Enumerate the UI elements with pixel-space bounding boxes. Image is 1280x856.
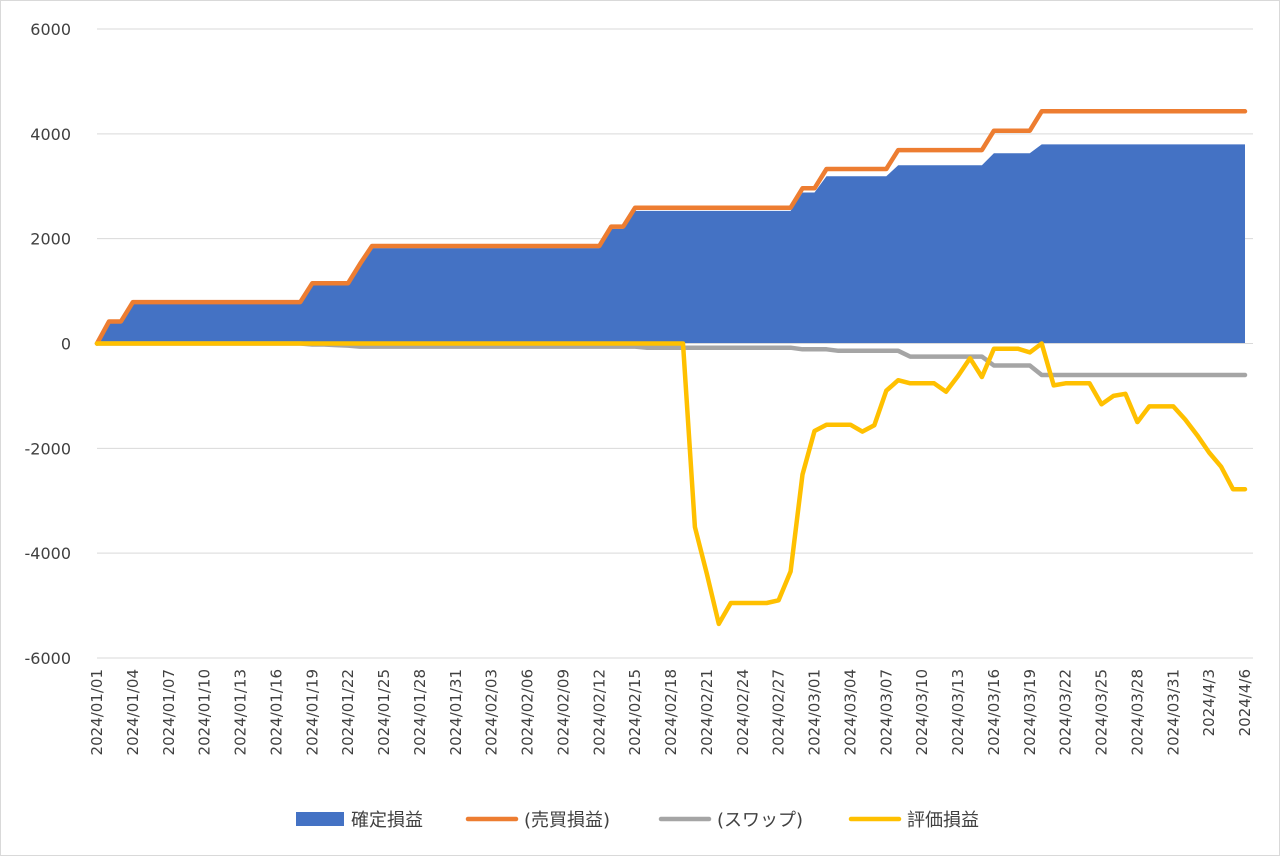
x-tick-label: 2024/03/01 — [806, 669, 824, 755]
x-tick-label: 2024/03/31 — [1164, 669, 1182, 755]
y-tick-label: 0 — [61, 335, 71, 354]
x-tick-label: 2024/03/13 — [949, 669, 967, 755]
y-axis-ticks: 6000 4000 2000 0 -2000 -4000 -6000 — [25, 20, 72, 668]
y-tick-label: 2000 — [30, 230, 71, 249]
x-tick-label: 2024/02/15 — [626, 669, 644, 755]
x-tick-label: 2024/01/13 — [232, 669, 250, 755]
series-line-2 — [94, 341, 1248, 378]
series-line-1 — [94, 109, 1248, 346]
x-tick-label: 2024/03/25 — [1093, 669, 1111, 755]
x-tick-label: 2024/02/21 — [698, 669, 716, 755]
y-tick-label: -2000 — [25, 439, 72, 458]
x-tick-label: 2024/01/04 — [124, 669, 142, 755]
y-tick-label: 4000 — [30, 125, 71, 144]
y-tick-label: -6000 — [25, 649, 72, 668]
x-tick-label: 2024/01/10 — [196, 669, 214, 755]
x-tick-label: 2024/02/03 — [483, 669, 501, 755]
x-tick-label: 2024/01/22 — [339, 669, 357, 755]
legend-label-3: 評価損益 — [907, 810, 979, 831]
x-tick-label: 2024/4/3 — [1200, 669, 1218, 736]
x-tick-label: 2024/01/16 — [267, 669, 285, 755]
x-tick-label: 2024/03/19 — [1021, 669, 1039, 755]
x-axis-ticks: 2024/01/01 2024/01/04 2024/01/07 2024/01/10… — [88, 669, 1254, 755]
x-tick-label: 2024/01/25 — [375, 669, 393, 755]
x-tick-label: 2024/01/07 — [160, 669, 178, 755]
x-tick-label: 2024/4/6 — [1236, 669, 1254, 736]
x-tick-label: 2024/03/10 — [913, 669, 931, 755]
legend-label-0: 確定損益 — [351, 810, 423, 831]
x-tick-label: 2024/02/18 — [662, 669, 680, 755]
line-series-layer — [94, 109, 1248, 627]
x-tick-label: 2024/02/24 — [734, 669, 752, 755]
x-tick-label: 2024/02/09 — [554, 669, 572, 755]
y-tick-label: 6000 — [30, 20, 71, 39]
area-series-layer — [97, 144, 1245, 344]
x-tick-label: 2024/03/22 — [1057, 669, 1075, 755]
x-tick-label: 2024/01/19 — [303, 669, 321, 755]
x-tick-label: 2024/01/31 — [447, 669, 465, 755]
x-tick-label: 2024/01/28 — [411, 669, 429, 755]
x-tick-label: 2024/02/06 — [519, 669, 537, 755]
legend-label-2: (スワップ) — [717, 810, 803, 831]
legend-label-1: (売買損益) — [524, 810, 610, 831]
x-tick-label: 2024/03/04 — [841, 669, 859, 755]
x-tick-label: 2024/03/07 — [877, 669, 895, 755]
legend-swatch-0 — [296, 812, 344, 826]
y-tick-label: -4000 — [25, 544, 72, 563]
series-line-3 — [94, 341, 1248, 627]
legend: 確定損益 (売買損益) (スワップ) 評価損益 — [296, 810, 979, 831]
x-tick-label: 2024/02/12 — [590, 669, 608, 755]
x-tick-label: 2024/03/28 — [1128, 669, 1146, 755]
series-area-0 — [97, 144, 1245, 344]
x-tick-label: 2024/02/27 — [770, 669, 788, 755]
x-tick-label: 2024/03/16 — [985, 669, 1003, 755]
x-tick-label: 2024/01/01 — [88, 669, 106, 755]
